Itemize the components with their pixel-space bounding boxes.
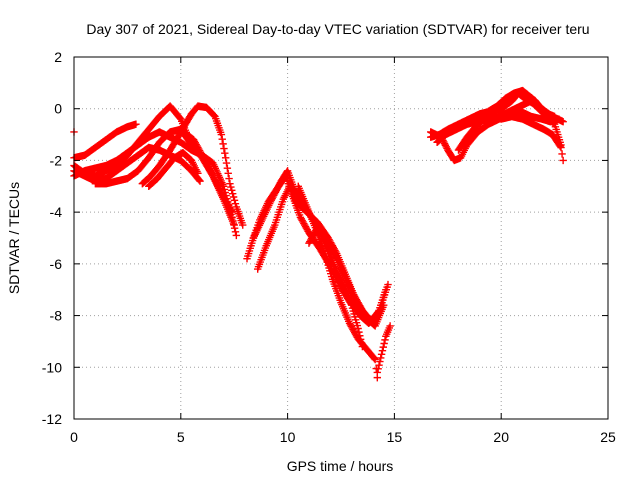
data-point-marker — [194, 169, 202, 178]
data-point-marker — [219, 140, 227, 148]
data-point-marker — [228, 208, 236, 216]
data-point-marker — [351, 313, 359, 321]
y-tick-label: 2 — [54, 49, 62, 65]
data-point-marker — [377, 354, 385, 362]
data-point-marker — [218, 135, 226, 143]
data-point-marker — [351, 316, 360, 324]
x-tick-label: 15 — [387, 429, 403, 445]
data-point-marker — [354, 324, 362, 333]
data-point-marker — [327, 272, 336, 281]
data-point-marker — [222, 159, 231, 167]
y-tick-label: 0 — [54, 101, 62, 117]
data-point-marker — [196, 177, 204, 185]
data-point-marker — [226, 180, 234, 188]
data-point-marker — [325, 264, 333, 272]
tick-layer: 0 5 10 15 20 25 -12 -10 -8 -6 -4 -2 0 2 — [42, 49, 616, 445]
x-tick-label: 10 — [280, 429, 296, 445]
y-tick-label: -4 — [50, 204, 63, 220]
data-point-marker — [379, 343, 387, 351]
data-point-marker — [370, 354, 379, 363]
y-axis-label: SDTVAR / TECUs — [6, 182, 22, 294]
plot-frame — [73, 56, 609, 420]
series-track-12 — [305, 223, 390, 328]
data-point-marker — [386, 322, 394, 330]
data-point-marker — [375, 361, 383, 369]
data-point-marker — [223, 164, 232, 172]
data-point-marker — [324, 261, 332, 269]
data-point-marker — [381, 336, 389, 344]
data-point-marker — [231, 228, 240, 236]
data-point-marker — [228, 189, 237, 198]
x-axis-label: GPS time / hours — [287, 458, 394, 474]
chart-title: Day 307 of 2021, Sidereal Day-to-day VTE… — [86, 21, 589, 37]
data-point-marker — [217, 130, 226, 139]
series-track-18 — [476, 86, 559, 126]
data-point-marker — [550, 112, 559, 121]
series-track-7 — [145, 148, 202, 190]
data-point-marker — [224, 169, 232, 178]
data-point-marker — [221, 149, 229, 157]
data-point-marker — [382, 286, 390, 294]
y-tick-label: -2 — [50, 152, 63, 168]
series-track-5 — [91, 125, 236, 216]
data-point-marker — [322, 255, 331, 264]
data-point-marker — [373, 368, 382, 377]
data-point-marker — [239, 221, 247, 229]
x-tick-label: 0 — [70, 429, 78, 445]
data-point-marker — [326, 267, 334, 275]
series-track-11 — [294, 182, 382, 382]
x-tick-label: 5 — [177, 429, 185, 445]
data-point-marker — [353, 321, 361, 330]
y-tick-label: -8 — [50, 308, 63, 324]
data-point-marker — [229, 193, 238, 201]
data-point-marker — [371, 355, 379, 364]
series-track-13 — [373, 322, 394, 377]
data-point-marker — [227, 183, 235, 191]
data-point-marker — [327, 269, 335, 278]
data-point-marker — [376, 357, 384, 366]
data-point-marker — [230, 196, 239, 205]
y-tick-label: -6 — [50, 256, 63, 272]
data-point-marker — [225, 174, 233, 183]
data-point-marker — [374, 365, 382, 373]
data-point-marker — [559, 117, 567, 126]
series-track-6 — [138, 102, 247, 229]
y-tick-label: -12 — [42, 411, 62, 427]
data-point-marker — [230, 221, 238, 229]
data-point-marker — [195, 176, 203, 184]
data-point-marker — [220, 144, 228, 153]
data-layer — [70, 86, 567, 382]
data-point-marker — [221, 154, 230, 162]
data-point-marker — [377, 350, 386, 359]
data-point-marker — [231, 199, 240, 208]
data-point-marker — [228, 186, 236, 195]
data-point-marker — [352, 318, 361, 327]
data-point-marker — [384, 280, 392, 289]
data-point-marker — [558, 150, 566, 158]
data-point-marker — [132, 120, 140, 128]
y-tick-label: -10 — [42, 359, 62, 375]
data-point-marker — [232, 231, 241, 240]
data-point-marker — [380, 339, 388, 348]
data-point-marker — [378, 347, 387, 355]
data-point-marker — [557, 143, 565, 152]
x-tick-label: 20 — [493, 429, 509, 445]
x-tick-label: 25 — [600, 429, 616, 445]
data-point-marker — [320, 247, 328, 255]
data-point-marker — [219, 182, 228, 190]
data-point-marker — [556, 142, 564, 150]
data-point-marker — [559, 156, 567, 165]
